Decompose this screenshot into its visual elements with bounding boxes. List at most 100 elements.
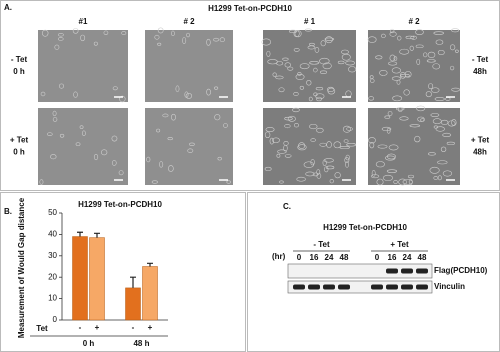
cell [282,57,289,61]
cell [119,95,126,103]
cell [182,37,187,45]
cell [384,115,391,119]
cell [171,30,175,37]
y-tick-label: 20 [48,272,57,281]
cell [375,161,385,168]
cell [309,61,320,65]
cell [186,32,190,38]
cell [442,132,452,137]
cell [284,62,292,68]
cell [325,36,333,44]
cell [276,153,281,158]
cell [40,91,46,97]
cell [159,161,164,168]
cell [410,35,417,40]
legend-label: - [132,323,135,332]
cell [399,116,409,121]
cell [437,49,445,56]
cell [219,37,225,43]
cell [277,149,287,154]
cell [435,126,445,132]
cell [93,153,99,161]
cell [431,87,440,93]
cell [384,155,396,161]
cell [437,175,442,181]
error-bar [147,262,153,267]
cell [324,37,335,41]
cell [118,170,124,176]
cell [329,179,334,184]
row-label: - Tet [472,55,489,64]
cell [217,156,222,161]
micrograph [368,108,460,185]
cell [327,86,335,93]
cell [168,165,174,172]
cell [386,169,398,173]
cell [393,180,398,184]
cell [409,45,414,51]
cell [206,38,211,46]
row-label: + Tet [471,136,490,145]
row-label: 48h [473,148,487,157]
cell [433,176,439,180]
blot-band [416,284,428,290]
cell [185,93,193,99]
y-tick-label: 40 [48,230,57,239]
cell [414,135,421,143]
cell [54,44,60,50]
cell [41,29,49,37]
cell [313,67,318,73]
cell [111,135,118,142]
cell [387,110,393,117]
cell [389,28,395,34]
cell [315,87,324,91]
bar [142,266,158,321]
cell [299,85,304,90]
cell [391,76,402,81]
cell [278,87,285,93]
panel-label: C. [283,202,291,211]
cell [284,116,293,121]
cell [342,125,351,133]
cell [264,131,271,139]
cell [299,63,310,70]
cell [426,59,436,63]
cell [223,123,228,128]
cell [449,65,455,71]
legend-label: + [95,323,100,332]
y-tick-label: 50 [48,208,57,217]
cell [214,114,221,121]
cell [323,158,334,163]
cell [187,148,194,153]
cell [369,141,375,149]
cell [206,88,211,96]
legend-label: - [79,323,82,332]
cell [420,118,425,122]
cell [320,40,326,47]
blot-band [338,284,350,290]
panel-label: B. [4,207,12,216]
cell [315,93,325,100]
micrograph [145,108,233,185]
column-label: # 2 [408,17,420,26]
cell [434,97,445,101]
lane-label: 48 [340,253,349,262]
cell [72,28,79,34]
cell [370,78,375,83]
cell [75,142,81,146]
bar [89,237,105,321]
x-axis-label: Tet [36,324,48,333]
cell [287,115,296,122]
cell [59,83,64,89]
cell [368,96,375,101]
cell [327,87,336,95]
cell [346,127,353,131]
cell [333,141,342,149]
cell [371,170,376,177]
cell [316,96,322,102]
cell [382,174,394,181]
cell [376,178,384,186]
cell [284,124,291,129]
y-tick-label: 10 [48,294,57,303]
